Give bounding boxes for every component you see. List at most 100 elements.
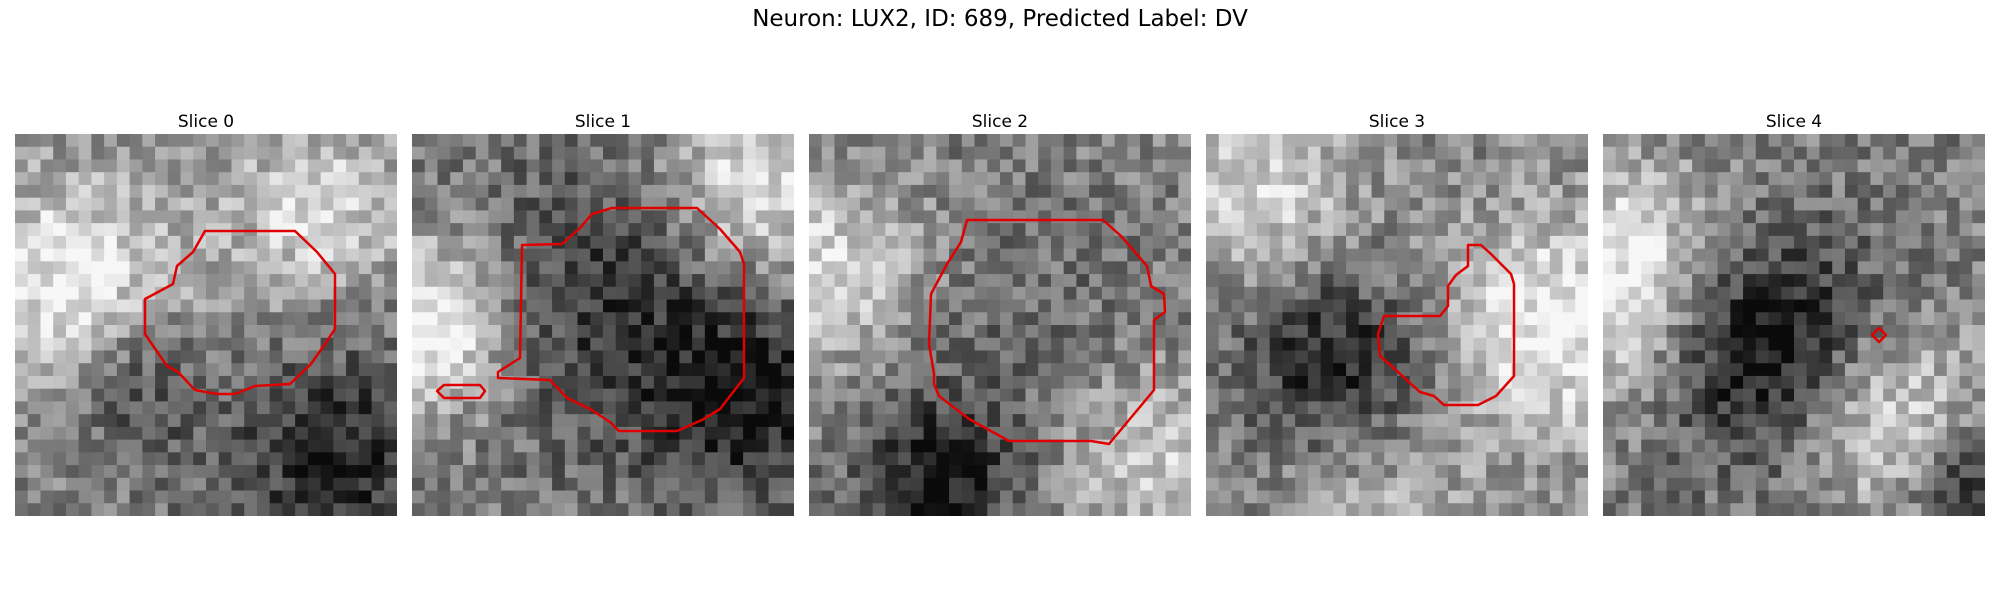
- pixel: [1615, 248, 1630, 262]
- pixel: [1140, 197, 1154, 211]
- pixel: [1333, 325, 1347, 339]
- pixel: [1615, 172, 1630, 186]
- pixel: [1934, 388, 1948, 402]
- pixel: [768, 439, 782, 453]
- pixel: [679, 363, 693, 377]
- pixel: [898, 325, 912, 339]
- pixel: [1908, 350, 1922, 364]
- pixel: [1870, 490, 1884, 504]
- pixel: [1704, 312, 1719, 326]
- pixel: [974, 172, 988, 186]
- pixel: [1908, 184, 1922, 199]
- pixel: [743, 299, 757, 313]
- pixel: [15, 477, 29, 492]
- pixel: [1422, 172, 1436, 186]
- pixel: [1946, 490, 1961, 504]
- pixel: [231, 248, 245, 262]
- pixel: [193, 248, 207, 262]
- pixel: [424, 426, 439, 441]
- pixel: [1692, 210, 1706, 224]
- pixel: [1422, 426, 1436, 441]
- pixel: [653, 286, 668, 301]
- pixel: [1269, 388, 1283, 402]
- pixel: [1231, 197, 1245, 211]
- pixel: [384, 184, 397, 199]
- pixel: [475, 248, 489, 262]
- pixel: [1755, 439, 1770, 453]
- pixel: [666, 235, 680, 250]
- pixel: [590, 312, 604, 326]
- pixel: [1511, 210, 1525, 224]
- pixel: [1206, 197, 1220, 211]
- pixel: [949, 159, 963, 173]
- pixel: [15, 503, 29, 516]
- pixel: [1358, 159, 1373, 173]
- pixel: [1537, 363, 1551, 377]
- pixel: [1282, 414, 1296, 428]
- pixel: [1946, 426, 1961, 441]
- pixel: [1934, 337, 1948, 352]
- pixel: [1730, 503, 1744, 516]
- pixel: [1781, 197, 1795, 211]
- pixel: [603, 248, 617, 262]
- pixel: [1921, 146, 1935, 161]
- pixel: [78, 197, 92, 211]
- pixel: [1755, 477, 1770, 492]
- pixel: [1679, 172, 1693, 186]
- pixel: [1794, 325, 1808, 339]
- pixel: [872, 350, 886, 364]
- pixel: [717, 248, 731, 262]
- pixel: [552, 286, 566, 301]
- pixel: [206, 235, 220, 250]
- pixel: [1231, 274, 1245, 288]
- pixel: [1140, 159, 1154, 173]
- pixel: [1908, 426, 1922, 441]
- pixel: [27, 503, 42, 516]
- pixel: [501, 172, 515, 186]
- pixel: [1704, 414, 1719, 428]
- pixel: [244, 337, 258, 352]
- pixel: [1012, 223, 1027, 237]
- pixel: [768, 452, 782, 466]
- pixel: [1358, 146, 1373, 161]
- pixel: [961, 477, 976, 492]
- pixel: [1895, 439, 1910, 453]
- pixel: [1883, 337, 1897, 352]
- pixel: [1768, 261, 1782, 275]
- pixel: [1946, 477, 1961, 492]
- pixel: [1704, 134, 1719, 148]
- pixel: [384, 375, 397, 390]
- pixel: [371, 146, 385, 161]
- pixel: [358, 325, 373, 339]
- pixel: [462, 401, 477, 415]
- pixel: [704, 286, 719, 301]
- pixel: [1692, 439, 1706, 453]
- pixel: [781, 159, 794, 173]
- pixel: [65, 299, 80, 313]
- pixel: [974, 375, 988, 390]
- pixel: [526, 325, 540, 339]
- pixel: [1244, 197, 1258, 211]
- pixel: [256, 363, 271, 377]
- pixel: [1076, 286, 1090, 301]
- pixel: [307, 414, 322, 428]
- pixel: [1883, 312, 1897, 326]
- pixel: [104, 337, 118, 352]
- pixel: [603, 159, 617, 173]
- pixel: [1447, 477, 1462, 492]
- pixel: [40, 235, 54, 250]
- pixel: [1641, 439, 1655, 453]
- pixel: [859, 477, 874, 492]
- pixel: [412, 325, 426, 339]
- pixel: [1806, 337, 1821, 352]
- pixel: [1101, 312, 1116, 326]
- pixel: [898, 414, 912, 428]
- pixel: [1089, 248, 1103, 262]
- pixel: [1384, 350, 1398, 364]
- pixel: [1653, 159, 1668, 173]
- pixel: [1012, 172, 1027, 186]
- pixel: [1038, 235, 1052, 250]
- pixel: [1178, 350, 1191, 364]
- pixel: [231, 426, 245, 441]
- pixel: [603, 235, 617, 250]
